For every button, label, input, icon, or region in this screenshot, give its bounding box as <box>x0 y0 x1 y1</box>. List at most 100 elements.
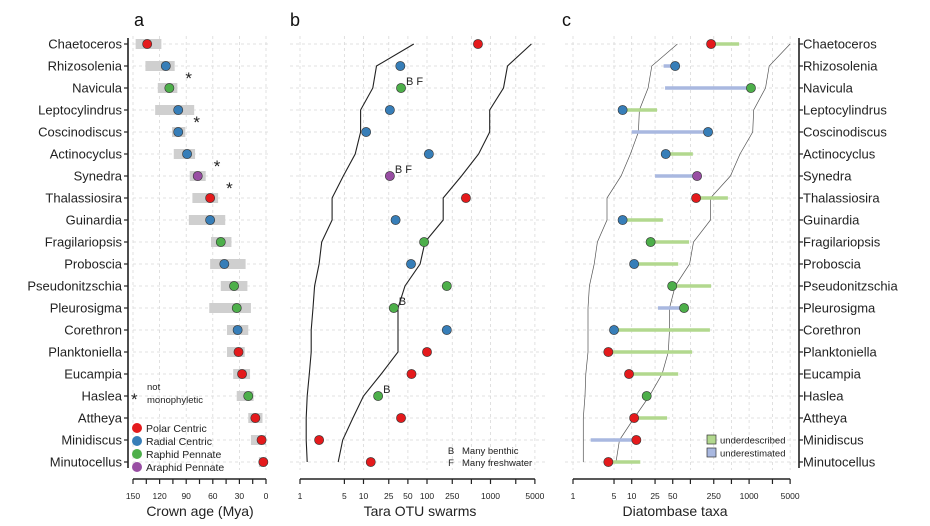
habitat-annotation: B F <box>395 164 412 176</box>
otu-swarm-point <box>395 61 406 71</box>
taxon-label-right: Minutocellus <box>803 455 876 470</box>
otu-swarm-point <box>314 435 325 445</box>
taxon-label-right: Fragilariopsis <box>803 235 881 250</box>
legend-key-F: F <box>448 458 454 469</box>
legend-under-label: underdescribed <box>720 436 786 447</box>
crown-age-point <box>256 435 267 445</box>
diatombase-taxa-point <box>609 325 619 335</box>
crown-age-point <box>192 171 203 181</box>
otu-swarm-point <box>441 325 452 335</box>
x-tick-label: 120 <box>153 491 167 501</box>
taxon-label: Corethron <box>64 323 122 338</box>
x-tick-label: 5 <box>342 491 347 501</box>
taxon-label: Attheya <box>78 411 123 426</box>
upper-expectation-curve <box>337 43 532 463</box>
taxon-label: Synedra <box>74 169 123 184</box>
diatombase-taxa-point <box>692 171 702 181</box>
crown-age-point <box>232 325 243 335</box>
upper-expectation-curve <box>615 43 791 463</box>
x-tick-label: 30 <box>235 491 245 501</box>
taxon-label: Coscinodiscus <box>38 125 122 140</box>
x-tick-label: 5000 <box>525 491 544 501</box>
taxon-label: Actinocyclus <box>50 147 123 162</box>
taxon-label: Rhizosolenia <box>48 59 123 74</box>
taxon-label-right: Haslea <box>803 389 844 404</box>
diatombase-taxa-point <box>631 435 642 445</box>
legend-araphid-label: Araphid Pennate <box>146 462 224 474</box>
otu-swarm-point <box>373 391 384 401</box>
diatombase-taxa-point <box>660 149 671 159</box>
otu-swarm-point <box>473 39 483 49</box>
age-range-bar <box>145 61 175 71</box>
not-monophyletic-star: * <box>214 157 221 176</box>
x-tick-label: 50 <box>403 491 413 501</box>
taxon-label: Minutocellus <box>50 455 123 470</box>
panel-c-label: c <box>562 10 571 30</box>
taxon-label-right: Proboscia <box>803 257 862 272</box>
otu-swarm-point <box>422 347 432 357</box>
diatombase-taxa-point <box>703 127 713 137</box>
otu-swarm-point <box>384 105 395 115</box>
diatombase-taxa-point <box>629 413 640 423</box>
habitat-annotation: B <box>383 384 390 396</box>
taxon-label-right: Thalassiosira <box>803 191 880 206</box>
x-tick-label: 150 <box>126 491 140 501</box>
x-tick-label: 100 <box>420 491 434 501</box>
x-tick-label: 5 <box>612 491 617 501</box>
crown-age-point <box>231 303 242 313</box>
x-tick-label: 250 <box>707 491 721 501</box>
taxon-label: Thalassiosira <box>45 191 122 206</box>
otu-swarm-point <box>423 149 434 159</box>
x-tick-label: 90 <box>181 491 191 501</box>
legend-over-swatch <box>706 447 717 458</box>
x-tick-label: 1 <box>571 491 576 501</box>
otu-swarm-point <box>384 171 395 181</box>
legend-key-B: B <box>448 446 454 457</box>
otu-swarm-point <box>396 413 406 423</box>
lower-expectation-curve <box>582 43 678 462</box>
taxon-label: Pseudonitzschia <box>27 279 122 294</box>
crown-age-point <box>205 193 216 203</box>
taxon-label-right: Attheya <box>803 411 848 426</box>
taxon-label: Proboscia <box>64 257 123 272</box>
legend-over-label: underestimated <box>720 449 785 460</box>
legend-label-F: Many freshwater <box>462 458 532 469</box>
crown-age-point <box>229 281 239 291</box>
taxon-label-right: Pseudonitzschia <box>803 279 898 294</box>
otu-swarm-point <box>441 281 452 291</box>
otu-swarm-point <box>461 193 471 203</box>
x-tick-label: 10 <box>627 491 637 501</box>
x-axis-title: Diatombase taxa <box>622 503 727 519</box>
taxon-label-right: Synedra <box>803 169 852 184</box>
x-tick-label: 10 <box>359 491 369 501</box>
diatombase-taxa-point <box>624 369 634 379</box>
otu-swarm-point <box>406 259 416 269</box>
diatombase-taxa-point <box>679 303 689 313</box>
legend-polar-swatch <box>132 423 142 433</box>
diatombase-taxa-point <box>667 281 678 291</box>
x-tick-label: 0 <box>264 491 269 501</box>
taxon-label: Guinardia <box>66 213 123 228</box>
diatombase-taxa-point <box>691 193 701 203</box>
otu-swarm-point <box>365 457 376 467</box>
panel-b: 1 5 10 25 50 100 250 1000 5000 Tara OTU swarms B F… <box>290 36 545 519</box>
taxon-label-right: Guinardia <box>803 213 860 228</box>
taxon-label: Haslea <box>82 389 123 404</box>
taxon-label: Navicula <box>72 81 123 96</box>
taxon-label: Pleurosigma <box>50 301 123 316</box>
diatombase-taxa-point <box>617 105 628 115</box>
x-axis-title: Crown age (Mya) <box>146 503 253 519</box>
age-range-bar <box>209 303 251 313</box>
crown-age-point <box>142 39 153 49</box>
crown-age-point <box>233 347 244 357</box>
crown-age-point <box>243 391 254 401</box>
taxon-label-right: Chaetoceros <box>803 37 877 52</box>
x-tick-label: 1000 <box>481 491 500 501</box>
otu-swarm-point <box>361 127 372 137</box>
legend-radial-label: Radial Centric <box>146 436 212 448</box>
panel-b-label: b <box>290 10 300 30</box>
taxon-label-right: Actinocyclus <box>803 147 876 162</box>
crown-age-point <box>258 457 269 467</box>
diatombase-taxa-point <box>746 83 756 93</box>
